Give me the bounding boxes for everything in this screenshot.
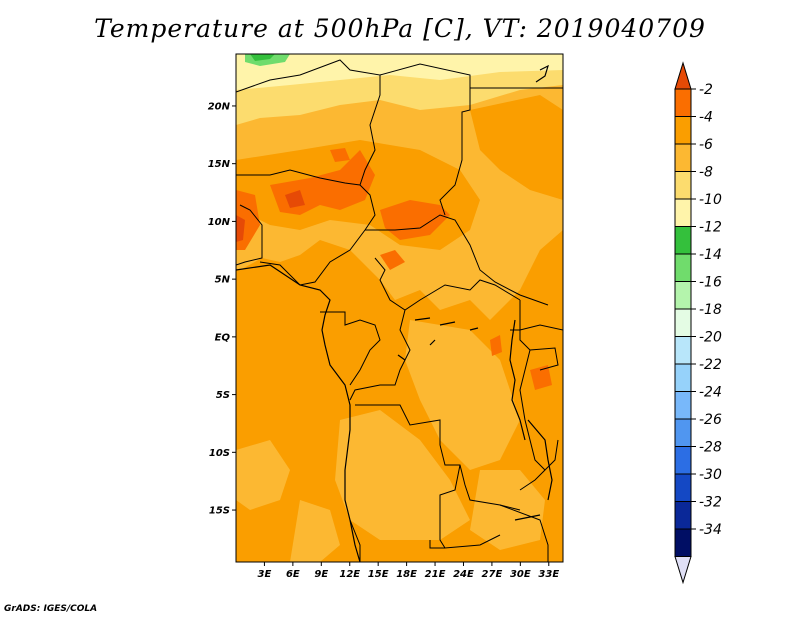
colorbar-label: -10 <box>699 192 722 208</box>
colorbar-label: -2 <box>699 82 713 98</box>
lat-tick-label: 20N <box>208 101 231 112</box>
colorbar-label: -18 <box>699 302 722 318</box>
coastline <box>236 64 553 562</box>
colorbar-swatch <box>674 253 692 282</box>
colorbar-swatch <box>674 391 692 420</box>
colorbar-label: -6 <box>699 137 713 153</box>
colorbar-top-arrow <box>674 61 692 90</box>
lon-tick-label: 15E <box>368 569 389 580</box>
lon-tick-label: 24E <box>453 569 474 580</box>
lat-tick-label: 15S <box>209 506 230 517</box>
field-band-north <box>236 54 563 125</box>
colorbar-label: -20 <box>699 330 722 346</box>
colorbar-bottom-arrow <box>674 556 692 585</box>
colorbar-label: -34 <box>699 522 722 538</box>
lon-tick-label: 12E <box>339 569 360 580</box>
lon-tick-label: 3E <box>258 569 272 580</box>
colorbar-swatch <box>674 226 692 255</box>
lat-tick-label: 5S <box>216 390 230 401</box>
map-frame <box>235 53 564 563</box>
colorbar-swatch <box>674 336 692 365</box>
colorbar: -2 -4 -6 -8 -10 -12 -14 -16 -18 -20 -22 -24 -26 -28 -3… <box>674 61 722 585</box>
lon-tick-label: 27E <box>482 569 503 580</box>
colorbar-label: -16 <box>699 275 722 291</box>
lat-tick-label: 10S <box>209 448 230 459</box>
colorbar-label: -26 <box>699 412 722 428</box>
grads-credit: GrADS: IGES/COLA <box>4 604 98 614</box>
lon-tick-label: 30E <box>510 569 531 580</box>
colorbar-label: -28 <box>699 440 722 456</box>
lat-tick-label: EQ <box>215 332 231 343</box>
colorbar-swatch <box>674 473 692 502</box>
colorbar-swatch <box>674 171 692 200</box>
colorbar-label: -14 <box>699 247 722 263</box>
colorbar-label: -12 <box>699 220 722 236</box>
colorbar-label: -4 <box>699 110 713 126</box>
lat-tick-label: 5N <box>215 275 231 286</box>
colorbar-swatch <box>674 501 692 530</box>
colorbar-swatch <box>674 143 692 172</box>
colorbar-label: -8 <box>699 165 713 181</box>
colorbar-swatch <box>674 308 692 337</box>
lon-tick-label: 18E <box>396 569 417 580</box>
colorbar-label: -32 <box>699 495 722 511</box>
colorbar-swatch <box>674 116 692 145</box>
colorbar-swatch <box>674 418 692 447</box>
temperature-field <box>236 54 563 562</box>
axis-ticks: 20N 15N 10N 5N EQ 5S 10S 15S 3E 6E 9E 12E 15E 18E 21E 2… <box>208 101 560 580</box>
lon-tick-label: 33E <box>538 569 559 580</box>
colorbar-swatch <box>674 281 692 310</box>
colorbar-swatch <box>674 446 692 475</box>
lon-tick-label: 9E <box>314 569 328 580</box>
colorbar-label: -22 <box>699 357 722 373</box>
field-band-2 <box>236 190 305 242</box>
map-title: Temperature at 500hPa [C], VT: 201904070… <box>94 14 706 43</box>
colorbar-swatch <box>674 198 692 227</box>
lat-tick-label: 15N <box>208 159 231 170</box>
lon-tick-label: 6E <box>286 569 300 580</box>
country-borders <box>236 59 563 562</box>
colorbar-label: -30 <box>699 467 722 483</box>
colorbar-swatch <box>674 88 692 117</box>
lon-tick-label: 21E <box>425 569 446 580</box>
colorbar-swatch <box>674 528 692 557</box>
colorbar-swatch <box>674 363 692 392</box>
colorbar-label: -24 <box>699 385 722 401</box>
lat-tick-label: 10N <box>208 217 231 228</box>
